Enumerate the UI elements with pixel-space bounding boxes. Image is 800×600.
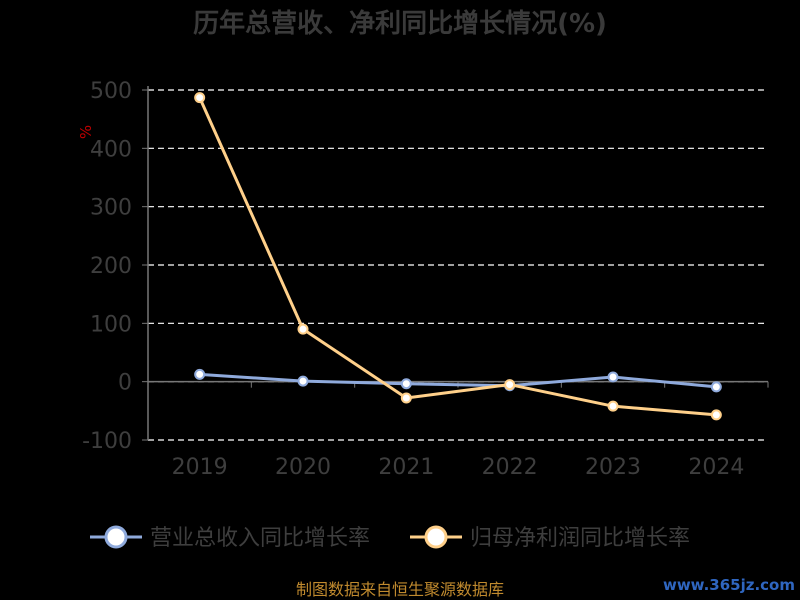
legend-swatch-marker	[104, 525, 128, 549]
y-tick-label: 300	[90, 196, 132, 221]
series-line	[199, 372, 717, 389]
data-point[interactable]	[504, 379, 516, 391]
data-point[interactable]	[297, 323, 309, 335]
data-point[interactable]	[400, 392, 412, 404]
data-source-note: 制图数据来自恒生聚源数据库	[296, 580, 504, 599]
data-point[interactable]	[710, 409, 722, 421]
x-tick-label: 2024	[688, 455, 744, 480]
legend-swatch-marker	[424, 525, 448, 549]
y-tick-label: 400	[90, 137, 132, 162]
x-tick-label: 2020	[275, 455, 331, 480]
legend-label-net-profit: 归母净利润同比增长率	[470, 526, 690, 551]
data-point[interactable]	[607, 400, 619, 412]
y-tick-label: -100	[82, 429, 132, 454]
x-tick-label: 2019	[172, 455, 228, 480]
y-axis-ticks: 500 400 300 200 100 0 -100	[82, 79, 148, 454]
series-1	[194, 92, 722, 421]
data-point[interactable]	[194, 92, 206, 104]
x-tick-label: 2022	[482, 455, 538, 480]
legend: 营业总收入同比增长率 归母净利润同比增长率	[90, 525, 690, 551]
x-tick-label: 2023	[585, 455, 641, 480]
chart-title: 历年总营收、净利同比增长情况(%)	[193, 8, 607, 39]
y-axis-unit: %	[77, 125, 95, 139]
legend-label-revenue: 营业总收入同比增长率	[150, 526, 370, 551]
axes	[147, 86, 769, 440]
y-tick-label: 500	[90, 79, 132, 104]
y-tick-label: 100	[90, 312, 132, 337]
data-point[interactable]	[710, 381, 722, 393]
y-tick-label: 200	[90, 254, 132, 279]
x-axis-ticks: 2019 2020 2021 2022 2023 2024	[172, 455, 745, 480]
series-line	[198, 96, 717, 417]
data-point[interactable]	[194, 368, 206, 380]
y-tick-label: 0	[118, 371, 132, 396]
series-0	[194, 368, 722, 393]
legend-item-revenue[interactable]: 营业总收入同比增长率	[90, 525, 370, 551]
watermark: www.365jz.com	[663, 576, 795, 594]
legend-item-net-profit[interactable]: 归母净利润同比增长率	[410, 525, 690, 551]
data-point[interactable]	[400, 378, 412, 390]
data-point[interactable]	[607, 371, 619, 383]
x-tick-label: 2021	[378, 455, 434, 480]
series-group	[194, 92, 722, 421]
data-point[interactable]	[297, 375, 309, 387]
